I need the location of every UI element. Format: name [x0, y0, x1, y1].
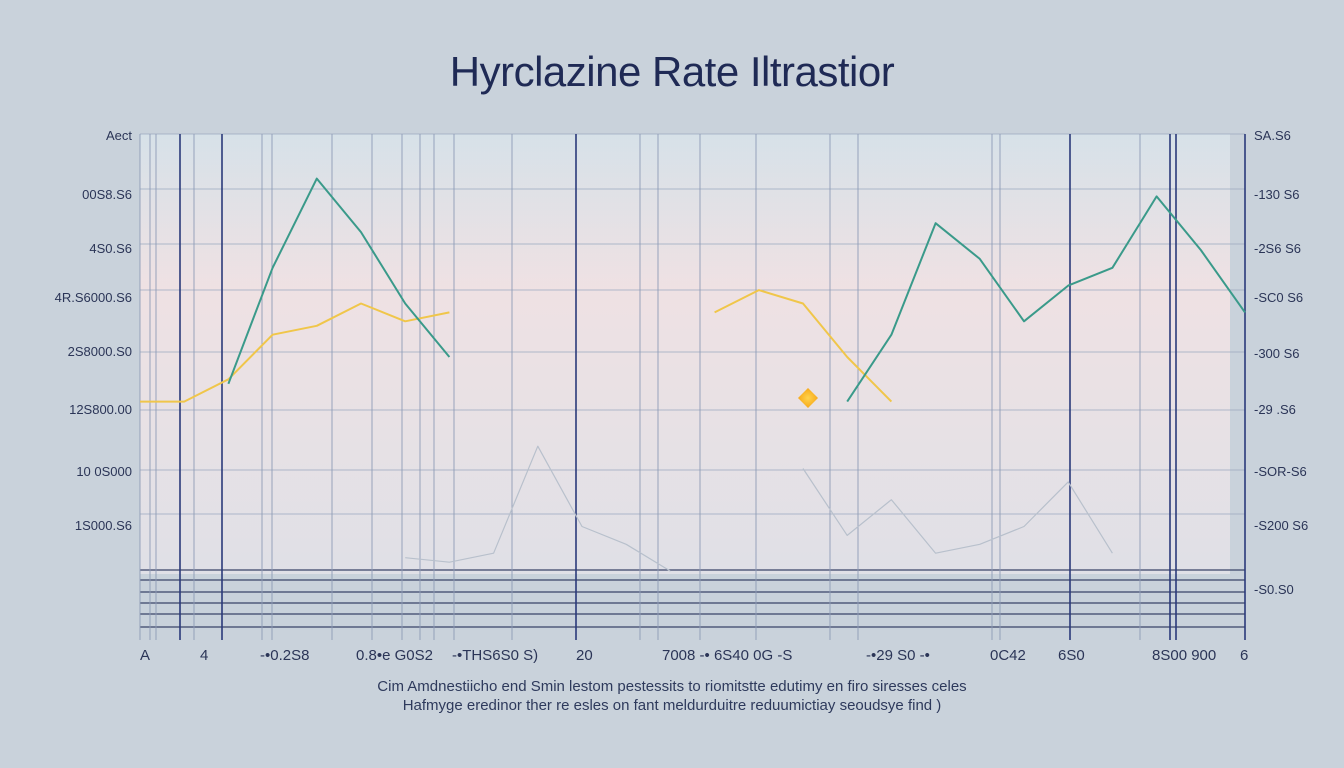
x-tick-label: 6 — [1240, 647, 1248, 664]
y-left-tick-label: 12S800.00 — [69, 402, 132, 417]
y-left-tick-label: 10 0S000 — [76, 464, 132, 479]
x-tick-label: -•0.2S8 — [260, 647, 309, 664]
x-tick-label: 8S00 900 — [1152, 647, 1216, 664]
y-left-tick-label: 4R.S6000.S6 — [55, 290, 132, 305]
y-left-tick-label: 00S8.S6 — [82, 187, 132, 202]
x-tick-label: 0C42 — [990, 647, 1026, 664]
x-tick-label: -•THS6S0 S) — [452, 647, 538, 664]
y-right-tick-label: -2S6 S6 — [1254, 241, 1301, 256]
right-axis-ticks: SA.S6 -130 S6 -2S6 S6 -SC0 S6 -300 S6 -29 .S6… — [1254, 128, 1308, 597]
caption-line-1: Cim Amdnestiicho end Smin lestom pestess… — [377, 678, 967, 695]
plot-background — [140, 134, 1230, 574]
caption-line-2: Hafmyge eredinor ther re esles on fant m… — [402, 697, 942, 714]
x-tick-label: 20 — [576, 647, 593, 664]
x-tick-label: 6S0 — [1058, 647, 1085, 664]
series-layer — [140, 177, 1246, 572]
series-line-2 — [405, 445, 1113, 572]
highlight-marker — [798, 388, 818, 408]
y-right-tick-label: -SC0 S6 — [1254, 290, 1303, 305]
y-right-tick-label: -S200 S6 — [1254, 518, 1308, 533]
y-right-tick-label: -SOR-S6 — [1254, 464, 1307, 479]
x-tick-label: A — [140, 647, 150, 664]
x-axis-ticks: A 4 -•0.2S8 0.8•e G0S2 -•THS6S0 S) 20 7008 -• … — [140, 647, 1248, 664]
y-right-tick-label: -S0.S0 — [1254, 582, 1294, 597]
x-tick-label: 0.8•e G0S2 — [356, 647, 433, 664]
x-tick-label: 4 — [200, 647, 208, 664]
x-tick-label: -•29 S0 -• — [866, 647, 930, 664]
chart-title: Hyrclazine Rate Iltrastior — [449, 48, 895, 95]
y-right-tick-label: -29 .S6 — [1254, 402, 1296, 417]
y-left-tick-label: Aect — [106, 128, 132, 143]
y-right-tick-label: -130 S6 — [1254, 187, 1300, 202]
left-axis-ticks: Aect 00S8.S6 4S0.S6 4R.S6000.S6 2S8000.S0 12S… — [55, 128, 133, 533]
grid-layer — [139, 133, 1246, 640]
x-tick-label: 7008 -• 6S40 0G -S — [662, 647, 792, 664]
y-right-tick-label: SA.S6 — [1254, 128, 1291, 143]
series-line-1 — [227, 177, 1246, 403]
y-right-tick-label: -300 S6 — [1254, 346, 1300, 361]
y-left-tick-label: 2S8000.S0 — [68, 344, 132, 359]
y-left-tick-label: 1S000.S6 — [75, 518, 132, 533]
y-left-tick-label: 4S0.S6 — [89, 241, 132, 256]
series-line-0 — [140, 289, 893, 403]
